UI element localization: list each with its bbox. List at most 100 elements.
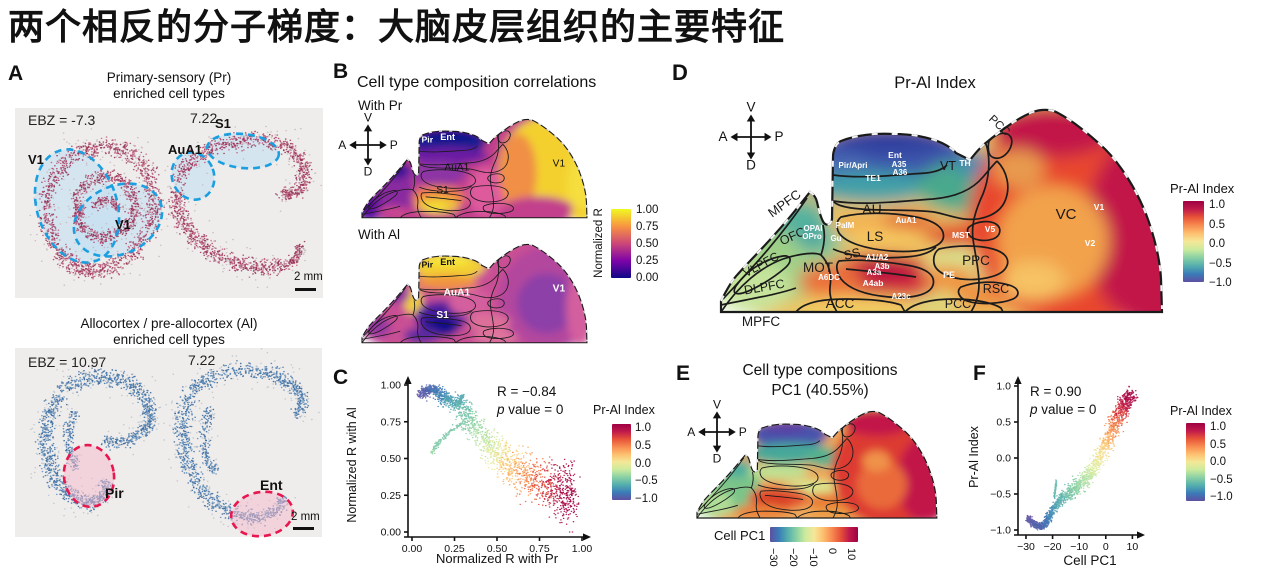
- y-tick: 0.25: [381, 490, 402, 502]
- map-region-label: V5: [985, 224, 996, 234]
- scalebar-label: 2 mm: [294, 271, 323, 283]
- pr-al-index-colorbar: [612, 424, 631, 500]
- map-region-label: VC: [1056, 206, 1077, 223]
- compass-letter: P: [775, 129, 784, 144]
- caption-line: Primary-sensory (Pr): [106, 70, 232, 85]
- colorbar-tick: −10: [807, 548, 819, 567]
- map-region-label: OPro: [802, 232, 822, 241]
- colorbar-tick: 0: [826, 548, 838, 555]
- map-region-label: PPC: [962, 253, 990, 268]
- compass-letter: D: [364, 165, 373, 179]
- region-label-aua1: AuA1: [168, 142, 202, 157]
- pvalue-annotation: p value = 0: [1029, 402, 1096, 417]
- colorbar-title-normalized-r: Normalized R: [593, 208, 605, 278]
- compass-letter: D: [746, 158, 756, 173]
- map-region-label: Pir/Apri: [839, 161, 868, 170]
- colorbar-tick: 1.0: [1210, 421, 1226, 433]
- map-region-label: AuA1: [444, 288, 471, 299]
- colorbar-title-pr-al-index: Pr-Al Index: [1170, 404, 1232, 418]
- map-region-label: ACC: [826, 296, 855, 311]
- map-region-label: AU: [862, 201, 881, 217]
- colorbar-tick: 1.00: [636, 204, 659, 216]
- map-region-label: V1: [553, 284, 566, 295]
- colorbar-tick: 0.75: [636, 221, 659, 233]
- map-region-label: TH: [959, 158, 970, 168]
- orientation-compass: V D A P: [718, 99, 783, 173]
- map-region-label: S1: [436, 310, 449, 321]
- region-label-ent: Ent: [260, 477, 283, 493]
- y-tick: −0.5: [990, 489, 1011, 501]
- normalized-r-colorbar: [611, 209, 631, 278]
- colorbar-tick: 1.0: [635, 422, 651, 434]
- y-tick: 1.0: [996, 381, 1011, 393]
- colorbar-tick: 0.5: [1209, 218, 1225, 231]
- caption-line: enriched cell types: [113, 86, 225, 101]
- panel-b-label: B: [333, 60, 349, 83]
- map-region-label: Ent: [440, 257, 455, 267]
- colorbar-tick: −20: [787, 548, 799, 567]
- colorbar-tick: −1.0: [1209, 277, 1232, 289]
- panel-e-title-line2: PC1 (40.55%): [771, 382, 869, 399]
- compass-letter: A: [338, 138, 346, 152]
- region-highlight-ellipse: [229, 490, 295, 538]
- colorbar-tick: 0.50: [636, 238, 659, 250]
- flatmap-with-pr: Pir Ent AuA1 S1 V1: [361, 118, 588, 219]
- al-enriched-sections-image: [29, 348, 320, 538]
- y-tick: −1.0: [990, 525, 1011, 537]
- ebz-value: 7.22: [190, 110, 218, 126]
- pr-enriched-sections-image: [29, 125, 322, 289]
- scalebar: [293, 527, 314, 530]
- region-label-s1: S1: [215, 116, 231, 131]
- compass-letter: V: [713, 397, 721, 411]
- map-region-label: Pir: [422, 135, 434, 145]
- compass-letter: P: [390, 138, 398, 152]
- map-region-label: A3a: [867, 268, 882, 277]
- map-region-label: PCC: [945, 297, 971, 311]
- map-region-label: A6DC: [818, 273, 840, 282]
- caption-line: Allocortex / pre-allocortex (Al): [80, 316, 258, 331]
- map-region-label: A36: [893, 168, 908, 177]
- map-caption-with-pr: With Pr: [358, 98, 403, 113]
- y-tick: 1.00: [381, 380, 402, 392]
- map-region-label: VT: [940, 159, 956, 173]
- orientation-compass: V D A P: [687, 397, 747, 465]
- colorbar-tick: −0.5: [1210, 473, 1233, 486]
- map-region-label: Gu: [830, 234, 841, 243]
- y-tick: 0.5: [996, 417, 1011, 429]
- panel-a-label: A: [8, 62, 24, 85]
- colorbar-tick: −1.0: [1210, 491, 1233, 503]
- orientation-compass: V D A P: [338, 110, 398, 178]
- slide-title: 两个相反的分子梯度：大脑皮层组织的主要特征: [8, 6, 786, 47]
- scalebar: [295, 288, 316, 291]
- map-region-label: MPFC: [742, 314, 780, 329]
- map-caption-with-al: With Al: [358, 227, 401, 242]
- colorbar-tick: 0.5: [635, 439, 651, 452]
- map-region-label: V1: [553, 159, 566, 170]
- map-region-label: RSC: [983, 282, 1009, 296]
- map-region-label: TE1: [865, 173, 881, 183]
- x-tick: 1.00: [572, 543, 593, 555]
- flatmap-pr-al-index: MPFCOFCVLPFCDLPFCMOTACCLSSSAUVTPPCRSCPCC…: [719, 108, 1164, 329]
- ebz-value: EBZ = -7.3: [28, 112, 96, 128]
- panel-a-allo-caption: Allocortex / pre-allocortex (Al) enriche…: [15, 316, 323, 348]
- colorbar-tick: −1.0: [635, 493, 658, 505]
- map-region-label: V1: [1094, 202, 1105, 212]
- panel-d-label: D: [672, 60, 688, 85]
- map-region-label: A4ab: [863, 278, 884, 288]
- colorbar-tick: −0.5: [1209, 257, 1232, 270]
- map-region-label: AuA1: [896, 216, 917, 225]
- colorbar-tick: 0.0: [635, 457, 651, 470]
- panel-f-label: F: [973, 362, 986, 385]
- compass-letter: D: [713, 452, 722, 466]
- map-region-label: LS: [867, 229, 884, 244]
- colorbar-tick: 1.0: [1209, 199, 1225, 211]
- panel-a-sensory-caption: Primary-sensory (Pr) enriched cell types: [15, 70, 323, 102]
- colorbar-title-pr-al-index: Pr-Al Index: [1170, 181, 1235, 196]
- x-tick: 0.50: [487, 543, 508, 555]
- compass-letter: A: [687, 425, 695, 439]
- colorbar-tick: −0.5: [635, 475, 658, 488]
- correlation-annotation: R = 0.90: [1030, 384, 1081, 399]
- scalebar-label: 2 mm: [291, 511, 320, 523]
- x-tick: −30: [1017, 541, 1035, 553]
